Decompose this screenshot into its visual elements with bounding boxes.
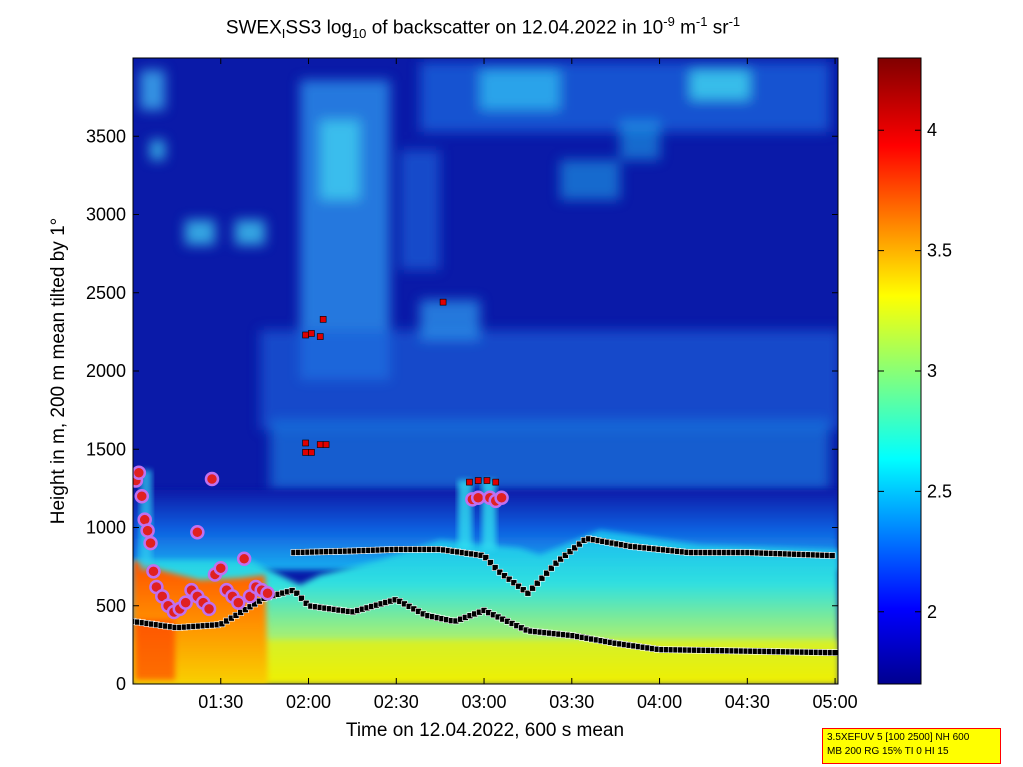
colorbar-tick-label: 4 (927, 120, 937, 140)
x-tick-label: 05:00 (813, 692, 858, 712)
aloft-marker (483, 477, 491, 484)
colorbar-tick-label: 2 (927, 602, 937, 622)
sky-patches (140, 62, 838, 490)
upper-layer-marker (557, 555, 564, 563)
aloft-marker (322, 441, 330, 448)
cloud-base-marker (236, 551, 252, 567)
upper-layer-marker (533, 579, 541, 587)
cloud-base-marker (470, 490, 486, 506)
x-tick-label: 03:30 (549, 692, 594, 712)
aloft-marker (466, 478, 473, 486)
y-axis-label: Height in m, 200 m mean tilted by 1° (48, 218, 69, 524)
aloft-marker (316, 441, 324, 448)
upper-layer-marker (519, 586, 527, 594)
upper-layer-marker (496, 568, 504, 576)
lower-layer-marker (831, 649, 838, 657)
colorbar-tick-label: 3.5 (927, 241, 952, 261)
upper-layer-marker (566, 548, 574, 555)
y-tick-label: 0 (116, 674, 126, 694)
lower-layer-marker (293, 589, 301, 597)
y-tick-label: 3000 (86, 205, 126, 225)
colorbar-tick-label: 3 (927, 361, 937, 381)
chart-title: SWEXISS3 log10 of backscatter on 12.04.2… (225, 14, 741, 42)
cloud-base-marker (231, 595, 246, 610)
x-tick-label: 01:30 (198, 692, 243, 712)
aloft-marker (492, 478, 500, 486)
cloud-base-marker (201, 601, 217, 617)
upper-layer-marker (576, 540, 583, 548)
upper-layer-marker (491, 564, 499, 571)
upper-layer-marker (487, 559, 494, 566)
upper-layer-marker (515, 582, 522, 590)
cloud-base-marker (178, 595, 193, 610)
aloft-marker (302, 449, 309, 456)
upper-layer-marker (543, 569, 550, 577)
aloft-marker (302, 439, 309, 447)
x-axis-label: Time on 12.04.2022, 600 s mean (346, 720, 624, 741)
aloft-marker (319, 316, 327, 323)
cloud-base-marker (213, 560, 229, 576)
upper-layer-marker (510, 579, 518, 587)
x-tick-label: 03:00 (462, 692, 507, 712)
info-line-1: 3.5XEFUV 5 [100 2500] NH 600 (827, 732, 970, 743)
upper-layer-marker (538, 574, 546, 582)
aloft-marker (316, 333, 324, 340)
x-tick-label: 02:00 (286, 692, 331, 712)
aloft-marker (308, 449, 315, 456)
colorbar-ticks: 2 2.5 3 3.5 4 (878, 120, 952, 622)
upper-layer-marker (552, 559, 560, 567)
cloud-base-marker (134, 488, 150, 504)
upper-layer-marker (548, 564, 555, 572)
y-tick-label: 1500 (86, 439, 126, 459)
y-tick-label: 2500 (86, 283, 126, 303)
x-tick-label: 04:30 (725, 692, 770, 712)
x-tick-label: 02:30 (374, 692, 419, 712)
cloud-base-marker (494, 490, 509, 506)
upper-layer-marker (562, 552, 569, 559)
layer-markers (133, 298, 838, 657)
x-tick-label: 04:00 (637, 692, 682, 712)
cloud-base-marker (133, 465, 147, 480)
upper-layer-marker (529, 584, 536, 592)
upper-layer-marker (505, 575, 513, 583)
colorbar (878, 58, 921, 684)
aloft-marker (474, 477, 482, 484)
colorbar-tick-label: 2.5 (927, 481, 952, 501)
cloud-base-marker (190, 524, 205, 540)
aloft-marker (439, 298, 447, 306)
aloft-marker (302, 331, 309, 339)
cloud-base-marker (146, 564, 161, 579)
y-tick-label: 1000 (86, 518, 126, 538)
upper-layer-marker (571, 544, 579, 552)
backscatter-heatmap (133, 58, 838, 684)
cloud-base-marker (204, 471, 220, 487)
upper-layer-marker (501, 572, 508, 580)
cloud-base-marker (260, 585, 275, 601)
lower-layer-marker (298, 594, 305, 602)
x-axis: 01:30 02:00 02:30 03:00 03:30 04:00 04:30 05:00 (198, 58, 858, 712)
cloud-base-marker (143, 535, 158, 551)
y-tick-label: 3500 (86, 126, 126, 146)
upper-layer-marker (482, 554, 490, 561)
y-axis: 0 500 1000 1500 2000 2500 3000 3500 (86, 126, 838, 694)
info-line-2: MB 200 RG 15% TI 0 HI 15 (827, 746, 949, 757)
processing-info-box: 3.5XEFUV 5 [100 2500] NH 600 MB 200 RG 1… (822, 728, 1001, 764)
y-tick-label: 2000 (86, 361, 126, 381)
aloft-marker (308, 330, 315, 337)
upper-layer-marker (524, 589, 532, 597)
upper-layer-marker (828, 552, 836, 559)
y-tick-label: 500 (96, 596, 126, 616)
cloud-base-marker (140, 523, 155, 538)
